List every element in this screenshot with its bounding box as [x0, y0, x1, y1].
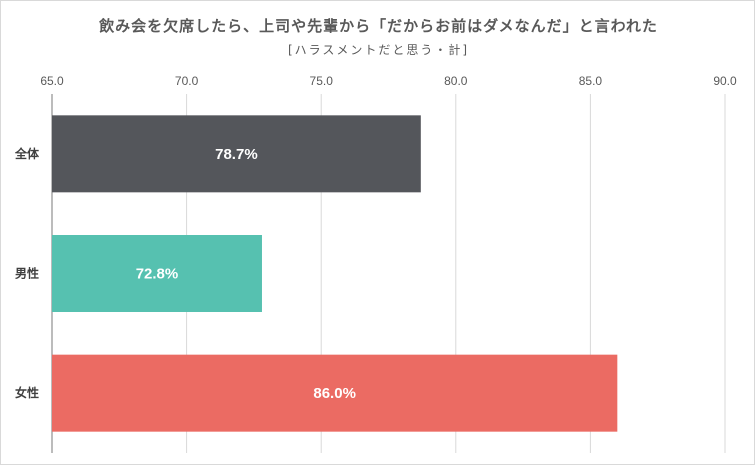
chart-subtitle: [ハラスメントだと思う・計]: [287, 43, 470, 57]
bar: [52, 115, 421, 193]
x-tick-label: 80.0: [444, 74, 468, 88]
bar: [52, 354, 618, 432]
chart-title: 飲み会を欠席したら、上司や先輩から「だからお前はダメなんだ」と言われた: [99, 17, 658, 35]
category-label: 女性: [15, 385, 39, 400]
category-label: 全体: [14, 146, 40, 161]
x-tick-label: 75.0: [310, 74, 334, 88]
x-tick-label: 65.0: [40, 74, 64, 88]
data-label: 72.8%: [136, 266, 179, 283]
category-label: 男性: [15, 266, 39, 281]
data-label: 86.0%: [313, 385, 356, 402]
x-tick-label: 85.0: [579, 74, 603, 88]
bar: [52, 235, 262, 312]
x-tick-label: 90.0: [713, 74, 737, 88]
data-label: 78.7%: [215, 146, 258, 163]
x-tick-label: 70.0: [175, 74, 199, 88]
